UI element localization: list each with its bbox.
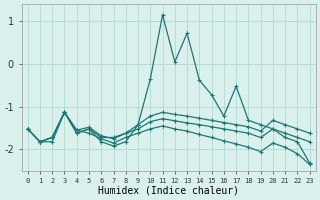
X-axis label: Humidex (Indice chaleur): Humidex (Indice chaleur) xyxy=(98,186,239,196)
